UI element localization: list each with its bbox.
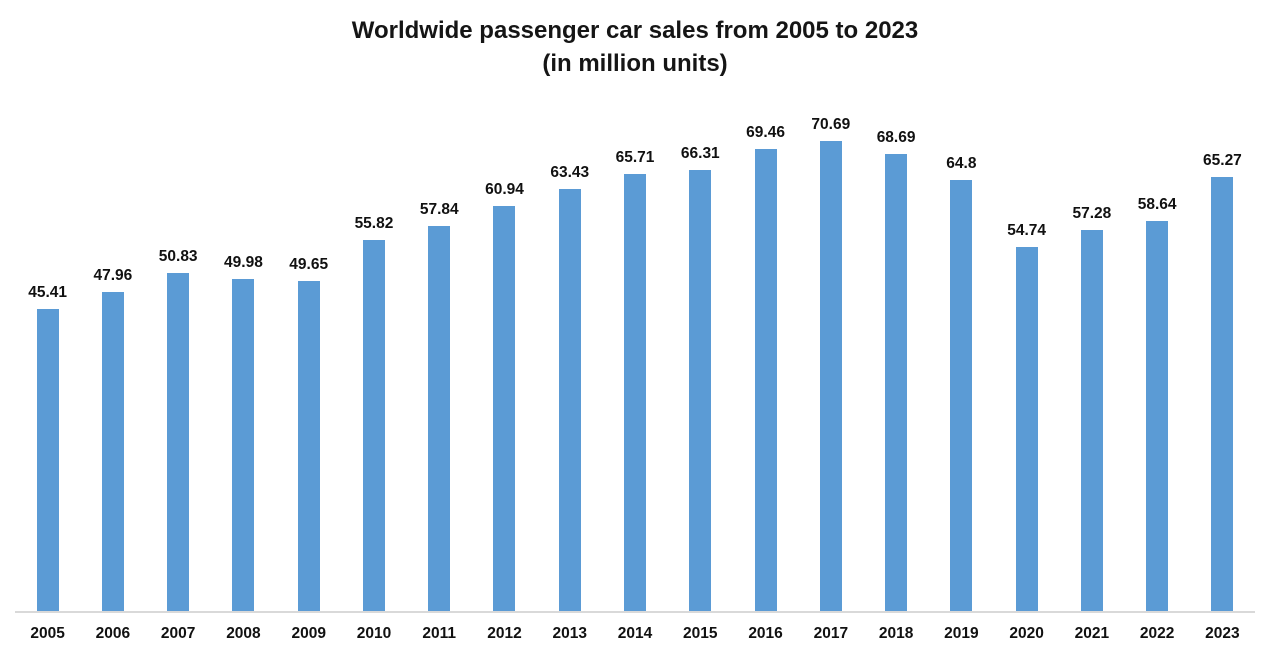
x-axis-tick-label: 2011 <box>422 625 457 642</box>
bar <box>297 280 320 611</box>
x-axis-tick-label: 2020 <box>1009 625 1044 642</box>
bar <box>689 170 712 611</box>
bar-column: 63.43 <box>537 164 602 611</box>
x-axis-tick-label: 2012 <box>487 625 522 642</box>
x-axis-tick-label: 2005 <box>30 625 65 642</box>
bar-column: 68.69 <box>863 129 928 611</box>
bar-value-label: 68.69 <box>876 129 916 147</box>
bar-value-label: 64.8 <box>946 155 977 173</box>
x-axis-tick-label: 2006 <box>95 625 131 642</box>
x-axis-tick-label: 2013 <box>552 625 587 642</box>
bar <box>428 226 451 611</box>
bar <box>754 149 777 611</box>
bar-value-label: 58.64 <box>1137 196 1177 214</box>
bar-column: 58.64 <box>1125 196 1190 611</box>
bar-column: 57.28 <box>1059 205 1124 611</box>
bar <box>819 141 842 611</box>
chart-title-line2: (in million units) <box>542 50 728 77</box>
bar-column: 49.98 <box>211 254 276 611</box>
bar-column: 54.74 <box>994 222 1059 611</box>
bar <box>493 205 516 611</box>
plot-area: 45.41 47.96 50.83 49.98 49.65 55.82 57.84 60.94… <box>15 100 1255 643</box>
x-axis: 2005 2006 2007 2008 2009 2010 2011 2012 2013 2014… <box>15 613 1255 643</box>
x-axis-tick-label: 2008 <box>226 625 261 642</box>
x-axis-tick-label: 2017 <box>813 625 849 642</box>
bar-column: 66.31 <box>668 145 733 611</box>
bar-value-label: 65.27 <box>1203 152 1242 169</box>
bar-value-label: 47.96 <box>93 267 133 285</box>
bar-value-label: 45.41 <box>28 284 68 302</box>
bar-column: 69.46 <box>733 124 798 611</box>
bar-column: 64.8 <box>929 155 994 611</box>
bar <box>1015 247 1038 611</box>
bar <box>950 180 973 611</box>
bar-value-label: 69.46 <box>746 124 785 142</box>
bar <box>362 239 385 611</box>
bar-column: 60.94 <box>472 181 537 611</box>
bar-value-label: 63.43 <box>550 164 590 182</box>
bar <box>232 278 255 611</box>
x-axis-tick-label: 2007 <box>160 625 196 642</box>
bar <box>36 309 59 611</box>
bar <box>558 189 581 611</box>
bar-value-label: 57.84 <box>419 201 459 219</box>
bar <box>101 292 124 611</box>
bar-column: 50.83 <box>146 248 211 611</box>
bar-value-label: 50.83 <box>158 248 198 265</box>
x-axis-tick-label: 2023 <box>1205 625 1240 642</box>
bars-row: 45.41 47.96 50.83 49.98 49.65 55.82 57.84 60.94… <box>15 100 1255 613</box>
bar-value-label: 70.69 <box>811 116 851 133</box>
bar <box>1211 177 1234 611</box>
bar-column: 45.41 <box>15 284 80 611</box>
x-axis-tick-label: 2022 <box>1139 625 1175 642</box>
x-axis-tick-label: 2018 <box>878 625 914 642</box>
bar-value-label: 60.94 <box>485 180 524 198</box>
x-axis-tick-label: 2021 <box>1074 625 1110 642</box>
bar-column: 57.84 <box>407 201 472 611</box>
x-axis-tick-label: 2016 <box>748 625 783 642</box>
bar-value-label: 57.28 <box>1072 205 1112 223</box>
bar-column: 47.96 <box>80 267 145 611</box>
bar-value-label: 55.82 <box>354 214 394 232</box>
bar-column: 65.27 <box>1190 152 1255 611</box>
x-axis-tick-label: 2014 <box>617 625 653 642</box>
bar <box>885 154 908 611</box>
bar-column: 70.69 <box>798 116 863 611</box>
bar-column: 49.65 <box>276 256 341 611</box>
bar-value-label: 66.31 <box>680 145 720 163</box>
x-axis-tick-label: 2015 <box>683 625 718 642</box>
bar <box>1080 230 1103 611</box>
bar-column: 55.82 <box>341 215 406 611</box>
bar-value-label: 49.98 <box>224 253 263 271</box>
x-axis-tick-label: 2019 <box>944 625 979 642</box>
bar <box>167 273 190 611</box>
x-axis-tick-label: 2010 <box>356 625 392 642</box>
bar-value-label: 54.74 <box>1007 222 1047 239</box>
bar-value-label: 49.65 <box>289 255 329 273</box>
bar <box>624 174 647 611</box>
bar-column: 65.71 <box>602 149 667 611</box>
chart-title: Worldwide passenger car sales from 2005 … <box>0 0 1270 100</box>
bar-value-label: 65.71 <box>615 149 655 167</box>
bar <box>1146 221 1169 611</box>
x-axis-tick-label: 2009 <box>291 625 326 642</box>
chart-title-line1: Worldwide passenger car sales from 2005 … <box>351 17 919 44</box>
